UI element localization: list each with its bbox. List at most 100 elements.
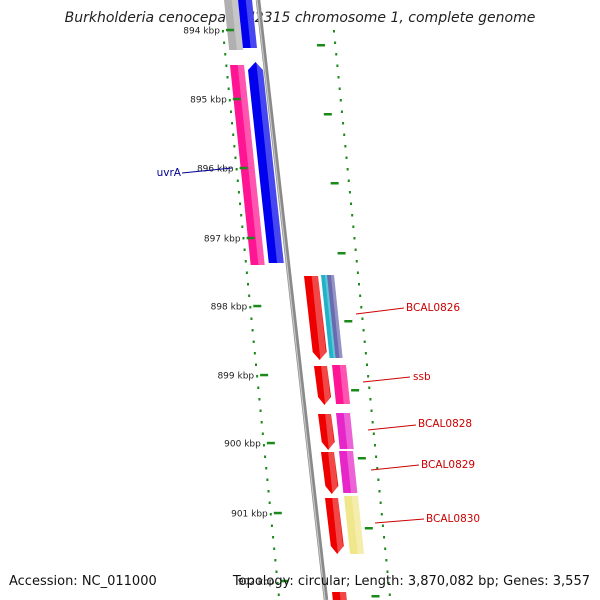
outer-tick-mark	[357, 457, 366, 460]
feature-BCAL0829-red	[321, 452, 339, 494]
inner-dot	[252, 340, 255, 343]
outer-tick-mark	[323, 113, 332, 116]
tick-label: 897 kbp	[204, 235, 241, 245]
feature-BCAL0830-yellow-body	[344, 496, 364, 554]
outer-dot	[335, 53, 338, 56]
feature-BCAL0830-red-shine	[332, 498, 344, 554]
outer-dot	[370, 409, 373, 412]
gene-features	[224, 0, 364, 600]
tick-mark	[239, 166, 248, 170]
feature-BCAL0828-red-shine	[325, 414, 335, 450]
outer-dot	[371, 421, 374, 424]
outer-tick-mark	[330, 182, 339, 185]
inner-dot	[242, 237, 245, 240]
tick-label: 898 kbp	[211, 303, 248, 313]
leader-line	[181, 167, 233, 174]
gene-label-ssb: ssb	[362, 371, 431, 383]
inner-dot	[227, 87, 230, 90]
tick-mark	[280, 579, 289, 583]
feature-BCAL0826-red	[304, 276, 327, 360]
feature-ssb-pink	[332, 365, 351, 404]
inner-dot	[237, 191, 240, 194]
outer-dot	[338, 87, 341, 90]
inner-dot	[265, 467, 268, 470]
leader-line	[367, 424, 417, 431]
feature-BCAL0826-cyan-body	[321, 275, 337, 358]
outer-dot	[387, 582, 390, 585]
inner-dot	[226, 76, 229, 79]
inner-dot	[257, 386, 260, 389]
inner-dot	[277, 593, 280, 596]
feature-BCAL0828-red	[318, 414, 335, 450]
feature-ssb-red-body	[314, 366, 332, 405]
inner-dot	[241, 225, 244, 228]
inner-dot	[268, 501, 271, 504]
tick-dot-tracks	[221, 30, 391, 596]
outer-dot	[375, 455, 378, 458]
tick-mark	[246, 236, 255, 240]
feature-grey-top	[224, 0, 244, 50]
feature-ssb-red-shine	[321, 366, 332, 405]
outer-dot	[359, 294, 362, 297]
tick-mark	[260, 373, 269, 377]
outer-dot	[369, 398, 372, 401]
inner-dot	[247, 283, 250, 286]
inner-dot	[236, 179, 239, 182]
outer-tick-mark	[351, 389, 360, 392]
tick-8: 902 kbp	[238, 578, 380, 598]
chromosome-backbone	[255, 0, 329, 600]
outer-dot	[334, 41, 337, 44]
feature-BCAL0829-magenta-body	[339, 451, 358, 493]
inner-dot	[267, 490, 270, 493]
inner-dot	[232, 133, 235, 136]
inner-dot	[239, 202, 242, 205]
leader-line	[362, 376, 411, 383]
outer-tick-mark	[337, 252, 346, 255]
outer-tick-mark	[364, 527, 373, 530]
outer-dot	[362, 329, 365, 332]
feature-BCAL0826-red-body	[304, 276, 327, 360]
feature-red-bottom-shine	[339, 592, 347, 600]
feature-blue-top-shine	[245, 0, 257, 48]
inner-dot	[234, 156, 237, 159]
outer-dot	[381, 524, 384, 527]
inner-dot	[256, 375, 259, 378]
feature-blue-long-shine	[256, 62, 284, 263]
outer-dot	[339, 99, 342, 102]
feature-BCAL0828-magenta-body	[336, 413, 354, 449]
inner-dot	[243, 248, 246, 251]
outer-dot	[373, 444, 376, 447]
inner-dot	[253, 352, 256, 355]
tick-label: 902 kbp	[238, 578, 275, 588]
tick-4: 898 kbp	[211, 303, 353, 323]
outer-dot	[385, 559, 388, 562]
feature-uvrA-pink-shine	[237, 65, 265, 265]
backbone-highlight	[256, 0, 326, 600]
outer-dot	[344, 145, 347, 148]
inner-dot	[244, 260, 247, 263]
outer-dot	[360, 306, 363, 309]
inner-dot	[233, 145, 236, 148]
outer-dot	[363, 340, 366, 343]
feature-grey-top-body	[224, 0, 244, 50]
inner-dot	[224, 53, 227, 56]
tick-6: 900 kbp	[224, 440, 366, 460]
feature-BCAL0826-red-shine	[311, 276, 327, 360]
outer-dot	[358, 283, 361, 286]
outer-dot	[336, 64, 339, 67]
tick-label: 901 kbp	[231, 510, 268, 520]
inner-dot	[223, 41, 226, 44]
inner-dot	[231, 122, 234, 125]
feature-ssb-pink-body	[332, 365, 351, 404]
tick-mark	[253, 304, 262, 308]
gene-label-uvra: uvrA	[157, 167, 233, 179]
outer-dot	[365, 363, 368, 366]
inner-dot	[240, 214, 243, 217]
outer-dot	[361, 317, 364, 320]
gene-label-text: uvrA	[157, 167, 182, 179]
map-title: Burkholderia cenocepacia J2315 chromosom…	[64, 10, 536, 26]
feature-BCAL0830-red-body	[325, 498, 344, 554]
tick-mark	[266, 441, 275, 445]
genome-summary: Topology: circular; Length: 3,870,082 bp…	[232, 574, 590, 589]
